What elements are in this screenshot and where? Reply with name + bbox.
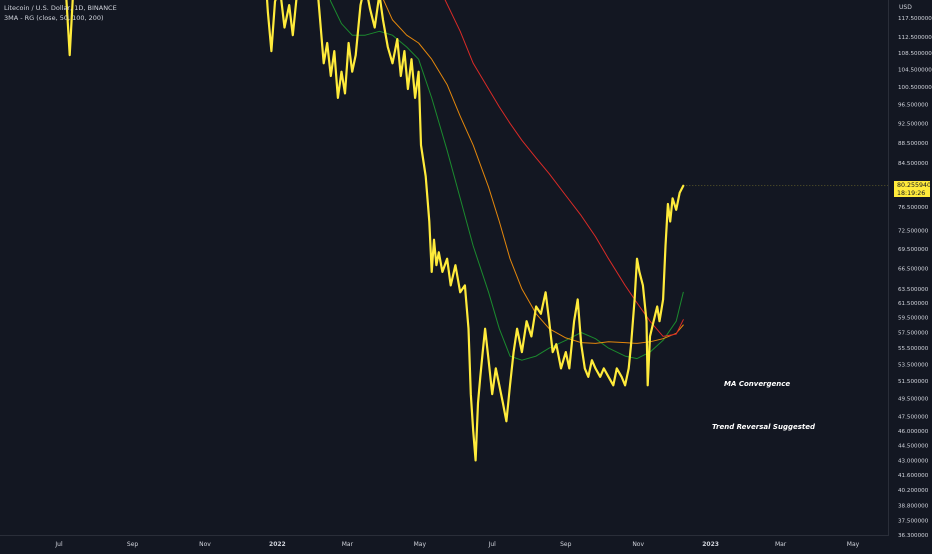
last-price: 80.255940	[897, 182, 932, 189]
last-price-tag: 80.255940 18:19:26	[894, 181, 932, 197]
y-tick-label: 51.500000	[898, 379, 929, 385]
y-tick-label: 40.200000	[898, 488, 929, 494]
x-tick-label: Jul	[488, 541, 497, 548]
y-tick-label: 88.500000	[898, 141, 929, 147]
y-tick-label: 59.500000	[898, 316, 929, 322]
x-tick-label: May	[847, 541, 860, 548]
y-tick-label: 61.500000	[898, 301, 929, 307]
annotation-trend-reversal[interactable]: Trend Reversal Suggested	[712, 423, 815, 431]
y-tick-label: 41.600000	[898, 473, 929, 479]
ma-200-line	[444, 0, 684, 337]
x-tick-label: Sep	[560, 541, 572, 548]
series-layer	[65, 0, 888, 462]
x-tick-label: 2023	[702, 541, 719, 548]
x-tick-label: May	[414, 541, 427, 548]
price-scale: USD 117.500000 112.500000 108.500000 104.500…	[898, 4, 932, 539]
time-scale: Jul Sep Nov 2022 Mar May Jul Sep Nov 2023 Mar May	[54, 541, 859, 548]
x-tick-label: Sep	[127, 541, 139, 548]
y-tick-label: 66.500000	[898, 267, 929, 273]
y-tick-label: 84.500000	[898, 161, 929, 167]
y-tick-label: 112.500000	[898, 35, 932, 41]
y-tick-label: 104.500000	[898, 68, 932, 74]
y-tick-label: 72.500000	[898, 229, 929, 235]
price-scale-bg	[889, 0, 932, 550]
y-tick-label: 92.500000	[898, 121, 929, 127]
symbol-title[interactable]: Litecoin / U.S. Dollar, 1D, BINANCE	[4, 4, 117, 12]
y-tick-label: 117.500000	[898, 16, 932, 22]
y-tick-label: 76.500000	[898, 205, 929, 211]
y-tick-label: 49.500000	[898, 396, 929, 402]
y-tick-label: 108.500000	[898, 51, 932, 57]
x-tick-label: 2022	[269, 541, 286, 548]
y-tick-label: 69.500000	[898, 247, 929, 253]
price-line	[65, 0, 685, 462]
y-tick-label: 100.500000	[898, 85, 932, 91]
y-tick-label: 63.500000	[898, 287, 929, 293]
y-tick-label: 47.500000	[898, 415, 929, 421]
x-tick-label: Nov	[632, 541, 644, 548]
x-tick-label: Mar	[342, 541, 354, 548]
x-tick-label: Jul	[54, 541, 63, 548]
y-tick-label: 43.000000	[898, 458, 929, 464]
y-tick-label: 37.500000	[898, 519, 929, 525]
y-tick-label: 57.500000	[898, 331, 929, 337]
y-tick-label: 38.800000	[898, 504, 929, 510]
ma-50-line	[329, 0, 684, 361]
y-tick-label: 46.000000	[898, 429, 929, 435]
currency-label: USD	[899, 4, 912, 11]
indicator-title[interactable]: 3MA - RG (close, 50, 100, 200)	[4, 14, 104, 22]
annotation-ma-convergence[interactable]: MA Convergence	[724, 380, 791, 388]
bar-countdown: 18:19:26	[897, 189, 926, 197]
y-tick-label: 36.300000	[898, 533, 929, 539]
y-tick-label: 44.500000	[898, 443, 929, 449]
x-tick-label: Mar	[775, 541, 787, 548]
chart-legend: Litecoin / U.S. Dollar, 1D, BINANCE 3MA …	[4, 3, 117, 23]
x-tick-label: Nov	[199, 541, 211, 548]
y-tick-label: 53.500000	[898, 362, 929, 368]
ma-100-line	[382, 0, 684, 344]
y-tick-label: 96.500000	[898, 103, 929, 109]
y-tick-label: 55.500000	[898, 346, 929, 352]
